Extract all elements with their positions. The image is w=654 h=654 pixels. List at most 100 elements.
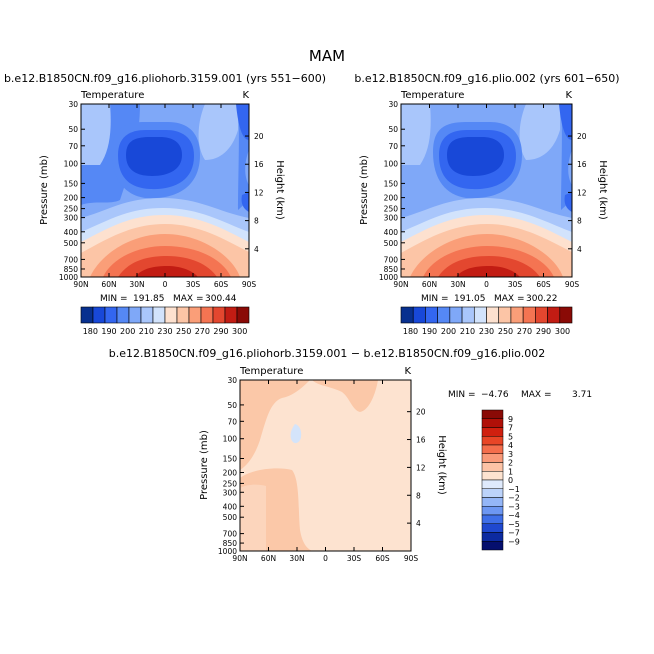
y-tick-label: 700	[223, 530, 238, 539]
right-y-tick-label: 12	[416, 463, 426, 472]
colorbar-swatch	[152, 306, 166, 324]
colorbar-label: 180	[83, 327, 98, 336]
panel-diff-right-ylabel: Height (km)	[436, 435, 447, 495]
y-tick-label: 100	[223, 435, 238, 444]
x-tick-label: 90N	[393, 280, 408, 289]
y-tick-label: 250	[223, 479, 238, 488]
right-y-tick-label: 8	[416, 491, 421, 500]
y-tick-label: 850	[64, 265, 79, 274]
y-tick-label: 1000	[59, 273, 78, 282]
x-tick-label: 60S	[375, 554, 390, 563]
panel-diff-field	[240, 380, 411, 551]
colorbar-swatch	[473, 306, 487, 324]
y-tick-label: 200	[64, 194, 79, 203]
y-tick-label: 300	[223, 488, 238, 497]
colorbar-label: 190	[422, 327, 437, 336]
panel-diff-units: K	[404, 366, 411, 377]
colorbar-label: −1	[508, 485, 520, 494]
colorbar-swatch	[236, 306, 250, 324]
colorbar-swatch	[481, 497, 504, 507]
colorbar-label: 270	[195, 327, 210, 336]
colorbar-label: 4	[508, 441, 513, 450]
x-tick-label: 30S	[508, 280, 523, 289]
y-tick-label: 400	[223, 502, 238, 511]
panel-left-title: b.e12.B1850CN.f09_g16.pliohorb.3159.001 …	[4, 72, 326, 85]
y-tick-label: 250	[64, 205, 79, 214]
panel-right-max-label: MAX =	[494, 294, 525, 304]
colorbar-label: 9	[508, 415, 513, 424]
x-tick-label: 30N	[450, 280, 465, 289]
field-layer-right-edge-2	[236, 104, 249, 140]
panel-right-title: b.e12.B1850CN.f09_g16.plio.002 (yrs 601−…	[354, 72, 619, 85]
right-y-tick-label: 16	[254, 160, 264, 169]
y-tick-label: 300	[64, 214, 79, 223]
panel-left-variable-label: Temperature	[80, 90, 144, 101]
colorbar-label: −3	[508, 502, 520, 511]
x-tick-label: 30N	[289, 554, 304, 563]
y-tick-label: 250	[384, 205, 399, 214]
y-tick-label: 30	[388, 100, 398, 109]
colorbar-swatch	[224, 306, 238, 324]
y-tick-label: 300	[384, 214, 399, 223]
y-tick-label: 500	[384, 239, 399, 248]
panel-right-min-label: MIN =	[421, 294, 449, 304]
colorbar-label: 230	[157, 327, 172, 336]
colorbar-swatch	[481, 523, 504, 533]
colorbar-label: 0	[508, 476, 513, 485]
panel-right: b.e12.B1850CN.f09_g16.plio.002 (yrs 601−…	[354, 72, 619, 336]
colorbar-label: 270	[517, 327, 532, 336]
panel-diff-ylabel: Pressure (mb)	[199, 430, 210, 500]
y-tick-label: 400	[384, 228, 399, 237]
colorbar-swatch	[486, 306, 500, 324]
colorbar-swatch	[212, 306, 226, 324]
x-tick-label: 90S	[565, 280, 580, 289]
y-tick-label: 700	[64, 255, 79, 264]
panel-right-colorbar: 180 190 200 210 230 250 270 290 300	[400, 306, 573, 336]
colorbar-swatch	[481, 532, 504, 542]
colorbar-swatch	[481, 471, 504, 481]
y-tick-label: 70	[388, 142, 398, 151]
colorbar-swatch	[481, 479, 504, 489]
colorbar-swatch	[481, 462, 504, 472]
y-tick-label: 200	[223, 469, 238, 478]
colorbar-label: 210	[460, 327, 475, 336]
field-layer-295	[135, 266, 198, 277]
x-tick-label: 90N	[232, 554, 247, 563]
x-tick-label: 60N	[101, 280, 116, 289]
y-tick-label: 150	[223, 454, 238, 463]
colorbar-label: 7	[508, 424, 513, 433]
x-tick-label: 30S	[347, 554, 362, 563]
right-y-tick-label: 12	[254, 188, 264, 197]
panel-right-variable-label: Temperature	[400, 90, 464, 101]
panel-right-units: K	[565, 90, 572, 101]
right-y-tick-label: 12	[577, 188, 587, 197]
colorbar-swatch	[188, 306, 202, 324]
right-y-tick-label: 16	[577, 160, 587, 169]
panel-left-max-label: MAX =	[173, 294, 204, 304]
field-layer-220-right	[519, 104, 560, 160]
colorbar-label: 290	[536, 327, 551, 336]
y-tick-label: 30	[68, 100, 78, 109]
panel-right-right-ylabel: Height (km)	[597, 160, 608, 220]
field-layer-right-bump	[241, 192, 249, 212]
y-tick-label: 70	[227, 417, 237, 426]
diff-layer-1-2-d	[240, 484, 266, 551]
field-layer-295	[456, 266, 520, 277]
colorbar-swatch	[400, 306, 414, 324]
x-tick-label: 60S	[536, 280, 551, 289]
x-tick-label: 90S	[242, 280, 257, 289]
field-layer-right-bump	[564, 192, 572, 212]
y-tick-label: 150	[384, 179, 399, 188]
x-tick-label: 30S	[186, 280, 201, 289]
x-tick-label: 0	[484, 280, 489, 289]
colorbar-swatch	[481, 514, 504, 524]
panel-left: b.e12.B1850CN.f09_g16.pliohorb.3159.001 …	[4, 72, 326, 336]
colorbar-swatch	[461, 306, 475, 324]
y-tick-label: 850	[223, 539, 238, 548]
y-tick-label: 850	[384, 265, 399, 274]
right-y-tick-label: 4	[254, 245, 259, 254]
right-y-tick-label: 16	[416, 436, 426, 445]
y-tick-label: 200	[384, 194, 399, 203]
